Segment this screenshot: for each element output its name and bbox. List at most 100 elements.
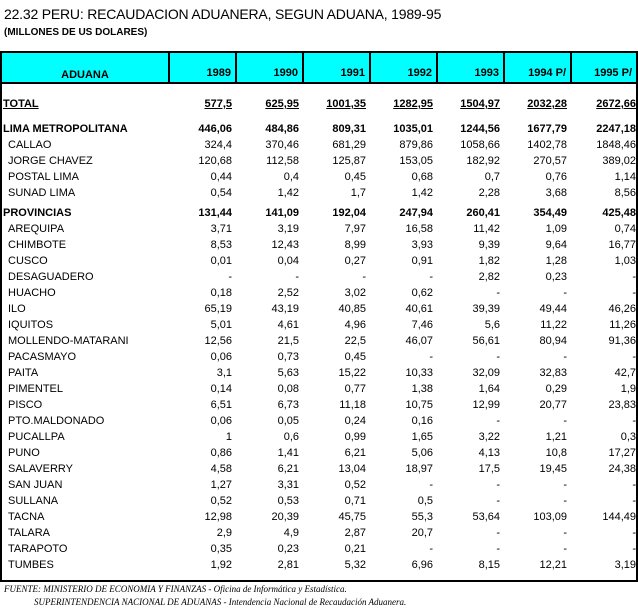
cell-value: 0,76 [545,170,567,183]
cell-value: 260,41 [466,206,500,219]
row-label: HUACHO [8,286,56,299]
cell-value: 16,58 [405,222,433,235]
subtotal-row-provincias: PROVINCIAS 131,44 141,09 192,04 247,94 260,41… [2,205,636,221]
cell-value: 1,28 [545,254,567,267]
row-label: CALLAO [8,138,52,151]
cell-value: 354,49 [533,206,567,219]
row-label: PUNO [8,446,40,459]
cell-value: 55,3 [411,510,433,523]
table-row: MOLLENDO-MATARANI 12,56 21,5 22,5 46,07 56,61… [2,333,636,349]
cell-value: 0,24 [344,414,366,427]
cell-value: 3,19 [614,558,636,571]
cell-value: 0,4 [283,170,299,183]
table-row: PUNO 0,86 1,41 6,21 5,06 4,13 10,8 17,27 [2,445,636,461]
cell-value: 0,06 [210,350,232,363]
cell-value: 3,71 [210,222,232,235]
table-row: PACASMAYO 0,06 0,73 0,45 - - - - [2,349,636,365]
cell-value: 3,22 [478,430,500,443]
cell-value: 3,68 [545,186,567,199]
table-row: IQUITOS 5,01 4,61 4,96 7,46 5,6 11,22 11,26 [2,317,636,333]
cell-value: 80,94 [539,334,567,347]
source-note: FUENTE: MINISTERIO DE ECONOMIA Y FINANZA… [4,584,347,594]
cell-value: 0,3 [620,430,636,443]
row-label: CHIMBOTE [8,238,67,251]
cell-value: 7,97 [344,222,366,235]
cell-value: 6,73 [277,398,299,411]
row-label: PAITA [8,366,39,379]
cell-value: - [563,526,567,539]
cell-value: 19,45 [539,462,567,475]
cell-value: 6,21 [344,446,366,459]
cell-value: - [429,542,433,555]
cell-value: - [632,494,636,507]
table-row: CUSCO 0,01 0,04 0,27 0,91 1,82 1,28 1,03 [2,253,636,269]
cell-value: 39,39 [472,302,500,315]
spacer-row [2,113,636,121]
cell-value: 40,61 [405,302,433,315]
cell-value: 45,75 [338,510,366,523]
cell-value: 3,93 [411,238,433,251]
cell-value: 0,6 [283,430,299,443]
cell-value: 5,06 [411,446,433,459]
cell-value: 0,53 [277,494,299,507]
table-row: CHIMBOTE 8,53 12,43 8,99 3,93 9,39 9,64 16,77 [2,237,636,253]
cell-value: 0,06 [210,414,232,427]
cell-value: 1282,95 [393,98,433,110]
cell-value: 0,52 [210,494,232,507]
row-label: DESAGUADERO [8,270,94,283]
cell-value: 1,7 [350,186,366,199]
cell-value: 247,94 [399,206,433,219]
table-row: TUMBES 1,92 2,81 5,32 6,96 8,15 12,21 3,19 [2,557,636,573]
table-row: CALLAO 324,4 370,46 681,29 879,86 1058,66 1402… [2,137,636,153]
table-header-row: ADUANA 1989 1990 1991 1992 1993 1994 P/1995 P/ [2,53,636,84]
cell-value: 8,99 [344,238,366,251]
cell-value: - [632,478,636,491]
row-label: PACASMAYO [8,350,77,363]
column-header-year: 1993 [437,53,505,84]
cell-value: 2,9 [216,526,232,539]
cell-value: 0,45 [344,350,366,363]
cell-value: 1,92 [210,558,232,571]
cell-value: 17,27 [608,446,636,459]
cell-value: 5,63 [277,366,299,379]
cell-value: 389,02 [602,154,636,167]
cell-value: 5,6 [484,318,500,331]
cell-value: 1,64 [478,382,500,395]
cell-value: 446,06 [198,122,232,135]
cell-value: - [632,270,636,283]
cell-value: 6,21 [277,462,299,475]
table-row: SALAVERRY 4,58 6,21 13,04 18,97 17,5 19,45 24,3… [2,461,636,477]
cell-value: 0,68 [411,170,433,183]
column-header-year: 1989 [169,53,237,84]
cell-value: 0,05 [277,414,299,427]
column-header-year: 1990 [236,53,304,84]
row-label: CUSCO [8,254,48,267]
cell-value: - [496,286,500,299]
row-label: SAN JUAN [8,478,63,491]
cell-value: 131,44 [198,206,232,219]
table-row: POSTAL LIMA 0,44 0,4 0,45 0,68 0,7 0,76 1,14 [2,169,636,185]
cell-value: 1,03 [614,254,636,267]
cell-value: 0,86 [210,446,232,459]
cell-value: 0,45 [344,170,366,183]
cell-value: - [228,270,232,283]
cell-value: 370,46 [265,138,299,151]
cell-value: 484,86 [265,122,299,135]
cell-value: 1848,46 [596,138,636,151]
cell-value: 91,36 [608,334,636,347]
row-label: PROVINCIAS [3,206,72,219]
cell-value: 103,09 [533,510,567,523]
cell-value: 12,21 [539,558,567,571]
cell-value: 21,5 [277,334,299,347]
cell-value: 4,96 [344,318,366,331]
cell-value: 2,82 [478,270,500,283]
cell-value: 0,08 [277,382,299,395]
cell-value: 23,83 [608,398,636,411]
cell-value: 1,21 [545,430,567,443]
cell-value: 1,42 [411,186,433,199]
cell-value: 1244,56 [460,122,500,135]
cell-value: 153,05 [399,154,433,167]
cell-value: 0,35 [210,542,232,555]
cell-value: - [563,350,567,363]
cell-value: - [632,542,636,555]
